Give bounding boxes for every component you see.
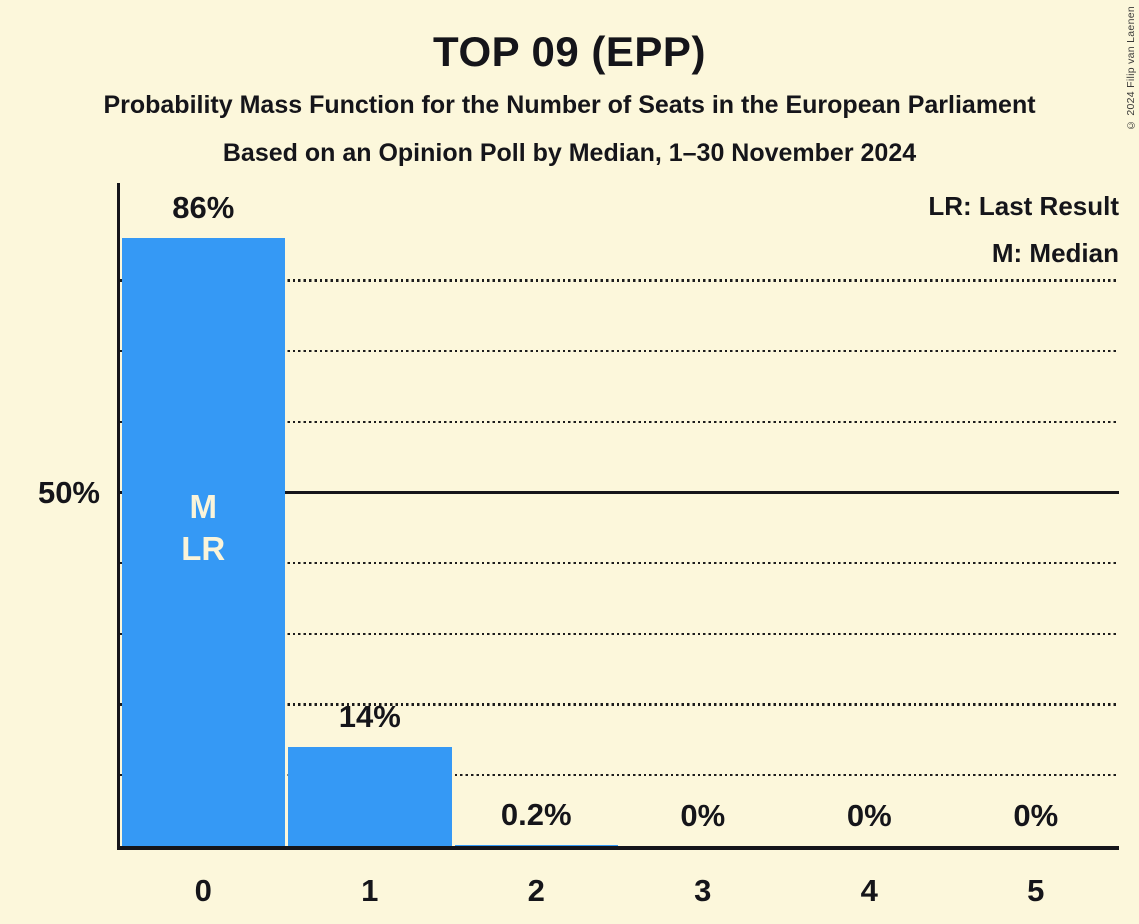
x-tick-label-4: 4	[860, 873, 878, 908]
gridline-solid-50pct	[120, 491, 1119, 494]
bar-annotation-line: M	[189, 488, 218, 525]
copyright-notice: © 2024 Filip van Laenen	[1125, 6, 1137, 132]
x-tick-label-3: 3	[694, 873, 712, 908]
gridline-10pct	[120, 774, 1119, 777]
x-tick-label-1: 1	[361, 873, 379, 908]
x-tick-label-0: 0	[194, 873, 212, 908]
chart-subtitle-line1: Probability Mass Function for the Number…	[103, 91, 1036, 119]
y-axis-50pct-label: 50%	[37, 475, 100, 510]
bar-value-label-4: 0%	[846, 798, 892, 833]
gridline-80pct	[120, 279, 1119, 282]
bar-value-label-0: 86%	[172, 189, 235, 225]
x-tick-label-2: 2	[527, 873, 545, 908]
legend-last-result: LR: Last Result	[928, 191, 1119, 221]
gridline-20pct	[120, 703, 1119, 706]
plot-area-axes	[117, 183, 1119, 850]
bar-annotation-line: LR	[181, 530, 226, 567]
gridline-60pct	[120, 420, 1119, 423]
bar-annotation-0: M LR	[120, 486, 287, 570]
gridline-70pct	[120, 349, 1119, 353]
bar-value-label-2: 0.2%	[500, 796, 572, 832]
bar-seats-0	[121, 237, 285, 846]
bar-value-label-3: 0%	[680, 798, 726, 833]
bar-value-label-5: 0%	[1013, 798, 1059, 833]
bar-seats-1	[288, 747, 452, 846]
chart-title: TOP 09 (EPP)	[433, 28, 706, 75]
legend-median: M: Median	[991, 238, 1119, 268]
gridline-40pct	[120, 562, 1119, 565]
gridline-30pct	[120, 632, 1119, 636]
legend: LR: Last Result M: Median	[928, 183, 1119, 277]
bar-value-label-1: 14%	[338, 699, 401, 735]
x-tick-label-5: 5	[1027, 873, 1045, 908]
bar-seats-2	[454, 844, 618, 846]
chart-subtitle-line2: Based on an Opinion Poll by Median, 1–30…	[222, 139, 917, 167]
